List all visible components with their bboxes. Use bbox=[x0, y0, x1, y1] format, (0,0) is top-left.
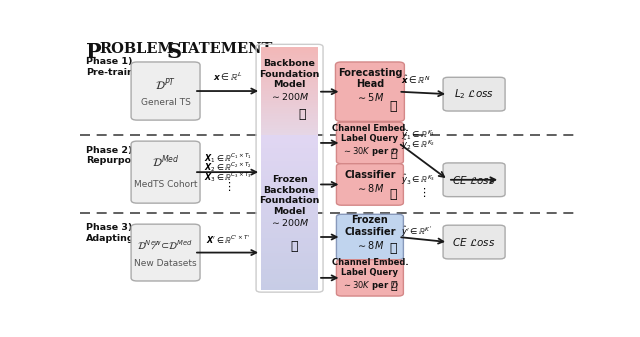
Bar bbox=[261, 274, 318, 277]
Bar bbox=[261, 161, 318, 163]
Bar bbox=[261, 148, 318, 151]
Bar bbox=[261, 168, 318, 171]
Bar bbox=[261, 48, 318, 50]
Text: $\boldsymbol{X}_1\in\mathbb{R}^{C_1\times T_1}$: $\boldsymbol{X}_1\in\mathbb{R}^{C_1\time… bbox=[204, 151, 252, 165]
Bar bbox=[261, 158, 318, 161]
Bar bbox=[261, 125, 318, 126]
Bar bbox=[261, 111, 318, 113]
Text: 🔥: 🔥 bbox=[390, 188, 397, 201]
Bar bbox=[261, 89, 318, 91]
FancyBboxPatch shape bbox=[443, 225, 505, 259]
Bar bbox=[261, 84, 318, 85]
Bar bbox=[261, 105, 318, 107]
FancyBboxPatch shape bbox=[131, 62, 200, 120]
Bar bbox=[261, 235, 318, 238]
Bar bbox=[261, 253, 318, 256]
Text: 🔥: 🔥 bbox=[298, 108, 306, 121]
Bar bbox=[261, 181, 318, 184]
Text: CE $\mathcal{L}oss$: CE $\mathcal{L}oss$ bbox=[452, 174, 496, 186]
Text: Phase 3)
Adapting: Phase 3) Adapting bbox=[86, 223, 134, 243]
Bar bbox=[261, 171, 318, 174]
Text: Phase 2)
Repurposing: Phase 2) Repurposing bbox=[86, 146, 154, 165]
Bar bbox=[261, 153, 318, 156]
Bar bbox=[261, 276, 318, 279]
Bar bbox=[261, 66, 318, 67]
Bar bbox=[261, 53, 318, 54]
Bar bbox=[261, 243, 318, 246]
Bar bbox=[261, 137, 318, 140]
FancyBboxPatch shape bbox=[131, 224, 200, 281]
Bar bbox=[261, 284, 318, 287]
Text: New Datasets: New Datasets bbox=[134, 259, 197, 268]
Text: General TS: General TS bbox=[141, 98, 191, 107]
Bar bbox=[261, 69, 318, 70]
Bar bbox=[261, 217, 318, 220]
Bar bbox=[261, 233, 318, 236]
Bar bbox=[261, 78, 318, 79]
Bar bbox=[261, 95, 318, 97]
Bar bbox=[261, 51, 318, 53]
Bar bbox=[261, 212, 318, 215]
Bar bbox=[261, 135, 318, 138]
FancyBboxPatch shape bbox=[337, 122, 403, 164]
Bar bbox=[261, 81, 318, 82]
Text: Channel Embed.
Label Query
$\sim 30K$ per $\mathcal{D}$: Channel Embed. Label Query $\sim 30K$ pe… bbox=[332, 124, 408, 158]
Bar bbox=[261, 258, 318, 261]
Bar bbox=[261, 246, 318, 248]
Bar bbox=[261, 155, 318, 158]
Bar bbox=[261, 227, 318, 231]
Text: 🔥: 🔥 bbox=[390, 281, 397, 290]
Bar bbox=[261, 127, 318, 129]
Text: ROBLEM: ROBLEM bbox=[100, 42, 175, 56]
Bar bbox=[261, 184, 318, 187]
Text: $\hat{y}_1\in\mathbb{R}^{K_1}$: $\hat{y}_1\in\mathbb{R}^{K_1}$ bbox=[401, 128, 435, 143]
Text: CE $\mathcal{L}oss$: CE $\mathcal{L}oss$ bbox=[452, 236, 496, 248]
Bar bbox=[261, 179, 318, 181]
Text: Frozen
Backbone
Foundation
Model
$\sim 200M$: Frozen Backbone Foundation Model $\sim 2… bbox=[259, 176, 320, 228]
Bar bbox=[261, 72, 318, 73]
Bar bbox=[261, 163, 318, 166]
Bar bbox=[261, 251, 318, 253]
Bar bbox=[261, 256, 318, 259]
FancyBboxPatch shape bbox=[337, 164, 403, 205]
Bar bbox=[261, 202, 318, 205]
Bar bbox=[261, 197, 318, 200]
Text: Channel Embed.
Label Query
$\sim 30K$ per $\mathcal{D}$: Channel Embed. Label Query $\sim 30K$ pe… bbox=[332, 258, 408, 292]
Bar bbox=[261, 119, 318, 120]
Bar bbox=[261, 248, 318, 251]
Bar bbox=[261, 101, 318, 103]
FancyBboxPatch shape bbox=[335, 62, 404, 121]
Bar bbox=[261, 240, 318, 243]
Text: 🧊: 🧊 bbox=[390, 242, 397, 255]
Text: Classifier
$\sim 8M$: Classifier $\sim 8M$ bbox=[344, 170, 396, 193]
Bar bbox=[261, 220, 318, 223]
Bar bbox=[261, 117, 318, 119]
Bar bbox=[261, 282, 318, 284]
Bar bbox=[261, 189, 318, 192]
Bar bbox=[261, 47, 318, 49]
Bar bbox=[261, 143, 318, 146]
Bar bbox=[261, 60, 318, 62]
Bar bbox=[261, 88, 318, 90]
FancyBboxPatch shape bbox=[443, 77, 505, 111]
Bar bbox=[261, 191, 318, 194]
Bar bbox=[261, 70, 318, 72]
Bar bbox=[261, 82, 318, 84]
Bar bbox=[261, 94, 318, 95]
Text: $\hat{\boldsymbol{x}}\in\mathbb{R}^{N}$: $\hat{\boldsymbol{x}}\in\mathbb{R}^{N}$ bbox=[401, 74, 431, 87]
Bar bbox=[261, 74, 318, 76]
FancyBboxPatch shape bbox=[337, 214, 403, 260]
Bar bbox=[261, 186, 318, 189]
FancyBboxPatch shape bbox=[337, 260, 403, 296]
Text: $\vdots$: $\vdots$ bbox=[223, 180, 232, 193]
Bar bbox=[261, 54, 318, 56]
Bar bbox=[261, 166, 318, 168]
Bar bbox=[261, 91, 318, 93]
Text: P: P bbox=[86, 42, 102, 62]
Bar bbox=[261, 116, 318, 118]
Bar bbox=[261, 140, 318, 143]
Bar bbox=[261, 123, 318, 125]
Bar bbox=[261, 261, 318, 264]
Bar bbox=[261, 150, 318, 153]
Bar bbox=[261, 67, 318, 69]
